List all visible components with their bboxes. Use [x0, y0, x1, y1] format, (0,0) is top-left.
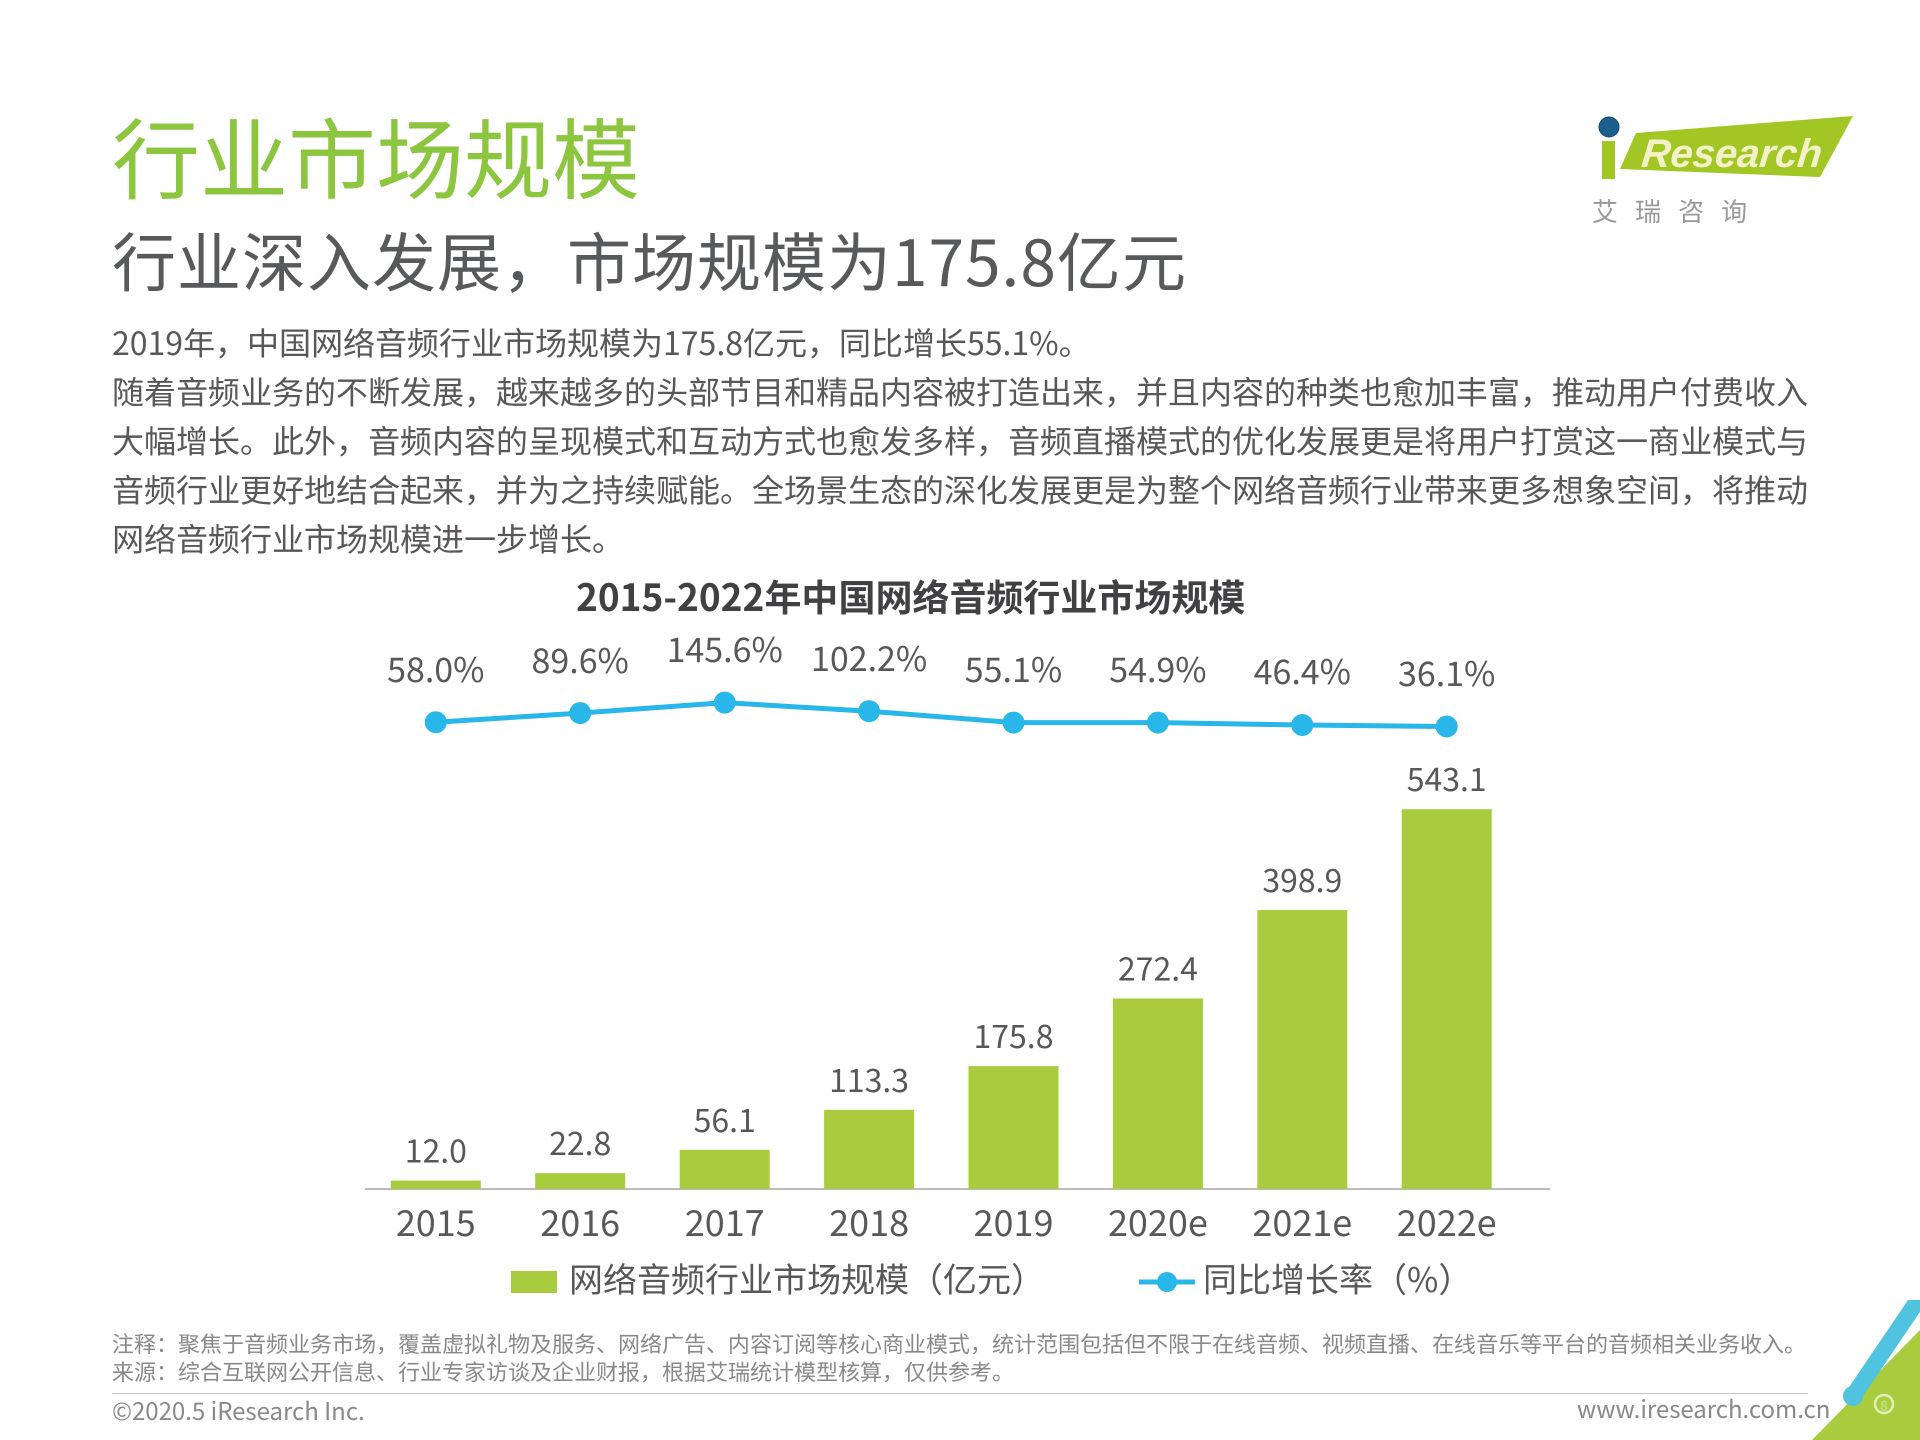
svg-text:8: 8 — [1880, 1396, 1888, 1416]
